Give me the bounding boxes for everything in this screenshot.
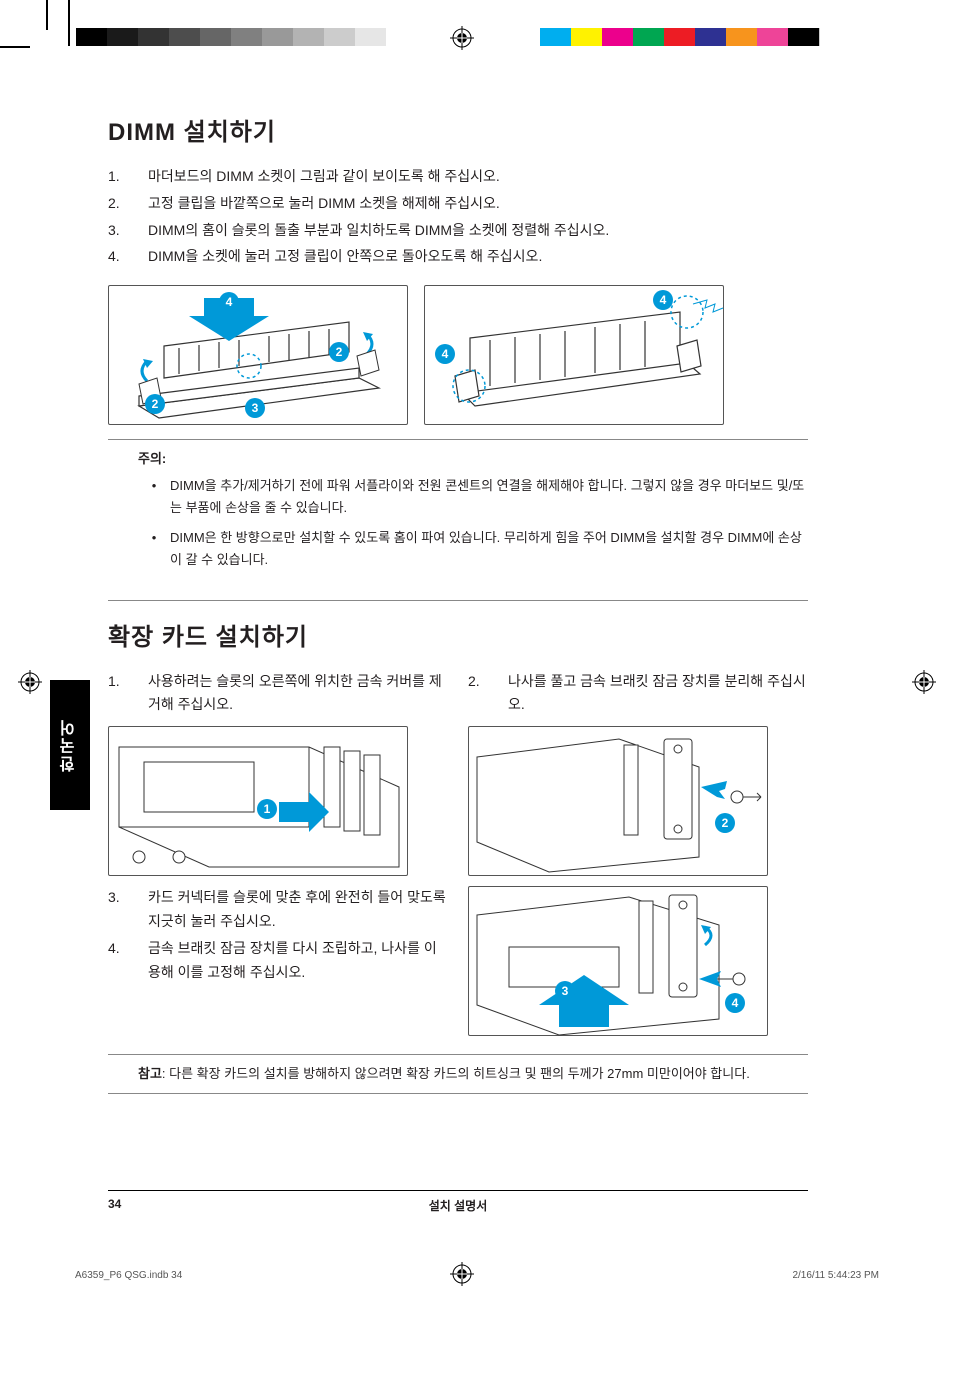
step-item: 2.고정 클립을 바깥쪽으로 눌러 DIMM 소켓을 해제해 주십시오.: [108, 192, 808, 216]
slug-timestamp: 2/16/11 5:44:23 PM: [792, 1270, 879, 1281]
expansion-figure-2: 2: [468, 726, 768, 876]
divider: [108, 1054, 808, 1055]
divider: [108, 439, 808, 440]
expansion-figure-3-4: 3 4: [468, 886, 768, 1036]
dimm-install-figure-a: 4 2 2 3: [108, 285, 408, 425]
footer-title: 설치 설명서: [148, 1197, 768, 1214]
caution-item: •DIMM을 추가/제거하기 전에 파워 서플라이와 전원 콘센트의 연결을 해…: [138, 475, 808, 519]
caution-title: 주의:: [138, 448, 808, 467]
slug-file: A6359_P6 QSG.indb 34: [75, 1270, 182, 1281]
section2-title: 확장 카드 설치하기: [108, 617, 808, 652]
expansion-figure-1: 1: [108, 726, 408, 876]
step-item: 1.마더보드의 DIMM 소켓이 그림과 같이 보이도록 해 주십시오.: [108, 165, 808, 189]
page-content: DIMM 설치하기 1.마더보드의 DIMM 소켓이 그림과 같이 보이도록 해…: [108, 112, 808, 1232]
note-text: : 다른 확장 카드의 설치를 방해하지 않으려면 확장 카드의 히트싱크 및 …: [162, 1066, 750, 1081]
step-item: 1.사용하려는 슬롯의 오른쪽에 위치한 금속 커버를 제거해 주십시오.: [108, 670, 448, 718]
note-block: 참고: 다른 확장 카드의 설치를 방해하지 않으려면 확장 카드의 히트싱크 …: [138, 1063, 808, 1085]
step-item: 4.금속 브래킷 잠금 장치를 다시 조립하고, 나사를 이용해 이를 고정해 …: [108, 937, 448, 985]
registration-mark-icon: [18, 670, 42, 694]
dimm-install-figure-b: 4 4: [424, 285, 724, 425]
caution-block: 주의: •DIMM을 추가/제거하기 전에 파워 서플라이와 전원 콘센트의 연…: [138, 448, 808, 571]
step-item: 3.카드 커넥터를 슬롯에 맞춘 후에 완전히 들어 맞도록 지긋히 눌러 주십…: [108, 886, 448, 934]
color-swatch-bar: [540, 28, 850, 46]
registration-mark-icon: [912, 670, 936, 694]
caution-item: •DIMM은 한 방향으로만 설치할 수 있도록 홈이 파여 있습니다. 무리하…: [138, 527, 808, 571]
note-label: 참고: [138, 1066, 162, 1081]
crop-mark: [46, 0, 48, 30]
crop-mark: [0, 46, 30, 48]
section1-steps: 1.마더보드의 DIMM 소켓이 그림과 같이 보이도록 해 주십시오. 2.고…: [108, 165, 808, 269]
print-slug: A6359_P6 QSG.indb 34 2/16/11 5:44:23 PM: [75, 1270, 879, 1281]
divider: [108, 600, 808, 601]
gray-swatch-bar: [76, 28, 386, 46]
step-item: 4.DIMM을 소켓에 눌러 고정 클립이 안쪽으로 돌아오도록 해 주십시오.: [108, 245, 808, 269]
step-item: 2.나사를 풀고 금속 브래킷 잠금 장치를 분리해 주십시오.: [468, 670, 808, 718]
divider: [108, 1093, 808, 1094]
page-number: 34: [108, 1197, 148, 1214]
section1-title: DIMM 설치하기: [108, 112, 808, 147]
crop-mark: [68, 0, 70, 46]
registration-mark-icon: [450, 26, 474, 50]
step-item: 3.DIMM의 홈이 슬롯의 돌출 부분과 일치하도록 DIMM을 소켓에 정렬…: [108, 219, 808, 243]
language-tab: 한국어: [50, 680, 90, 810]
page-footer: 34 설치 설명서: [108, 1190, 808, 1214]
